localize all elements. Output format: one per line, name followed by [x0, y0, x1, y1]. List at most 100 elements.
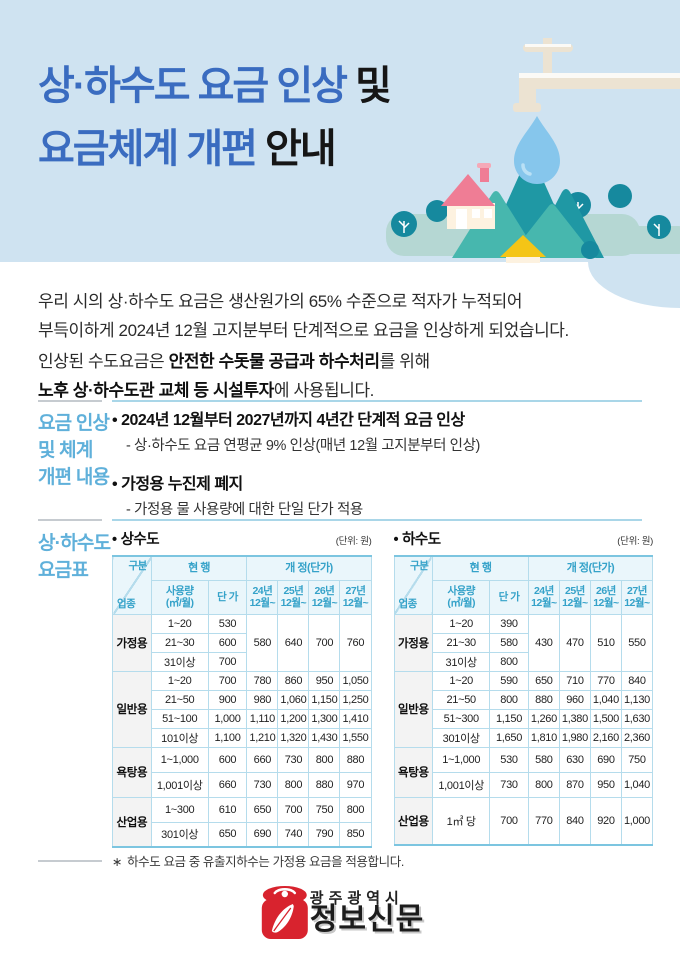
divider-blue-2: [112, 519, 642, 521]
corner-cell: 구분 업종: [393, 555, 434, 615]
fee-row: 301이상 1,650 1,810 1,980 2,160 2,360: [394, 727, 654, 748]
revised-price-cell: 880: [339, 746, 372, 773]
current-price-cell: 700: [207, 651, 248, 672]
revised-price-cell: 950: [308, 670, 341, 691]
revision-year-header: 27년 12월~: [620, 579, 654, 615]
usage-cell: 31이상: [432, 651, 491, 672]
revised-price-cell: 970: [339, 771, 372, 798]
revised-price-cell: 1,200: [277, 708, 310, 729]
revised-price-cell: 690: [246, 821, 279, 848]
water-table-title: 상수도: [120, 532, 160, 548]
revised-price-cell: 1,410: [339, 708, 372, 729]
revised-price-cell: 1,050: [339, 670, 372, 691]
revised-price-cell: 880: [527, 689, 560, 710]
reform-list: • 2024년 12월부터 2027년까지 4년간 단계적 요금 인상 - 상·하…: [112, 408, 647, 536]
title-plain-1: 및: [345, 64, 392, 108]
revised-price-cell: 950: [589, 771, 622, 798]
usage-cell: 301이상: [150, 821, 209, 848]
corner-top-label: 구분: [409, 560, 429, 572]
usage-cell: 51~300: [432, 708, 491, 729]
revision-year-header: 27년 12월~: [339, 579, 372, 615]
usage-cell: 21~50: [150, 689, 209, 710]
small-house-icon: [500, 235, 546, 263]
revised-price-cell: 1,430: [308, 727, 341, 748]
revision-year-header: 25년 12월~: [558, 579, 591, 615]
price-header: 단 가: [207, 579, 248, 615]
current-price-cell: 610: [207, 796, 248, 823]
category-cell: 욕탕용: [112, 746, 152, 798]
revised-price-cell: 1,380: [558, 708, 591, 729]
current-group-header: 현 행: [150, 555, 248, 581]
section-label-reform: 요금 인상 및 체계 개편 내용: [38, 413, 110, 488]
revised-price-cell: 1,980: [558, 727, 591, 748]
revised-price-cell: 1,300: [308, 708, 341, 729]
current-price-cell: 700: [489, 796, 529, 846]
current-price-cell: 600: [207, 746, 248, 773]
revised-price-cell: 790: [308, 821, 341, 848]
current-price-cell: 580: [489, 632, 529, 653]
fee-row: 101이상 1,100 1,210 1,320 1,430 1,550: [113, 727, 372, 748]
category-cell: 일반용: [112, 670, 152, 748]
usage-cell: 1~20: [432, 670, 491, 691]
publisher-logo-icon: [261, 886, 308, 939]
divider-gray-2: [38, 519, 102, 521]
current-price-cell: 530: [207, 613, 248, 634]
revised-price-cell: 800: [527, 771, 560, 798]
revised-price-cell: 750: [620, 746, 654, 773]
current-price-cell: 1,150: [489, 708, 529, 729]
publisher-logo: 광주광역시 정보신문: [256, 885, 424, 941]
revised-price-cell: 1,150: [308, 689, 341, 710]
fee-row: 51~300 1,150 1,260 1,380 1,500 1,630: [394, 708, 654, 729]
faucet-icon: [513, 38, 680, 112]
intro-paragraph-2: 인상된 수도요금은 안전한 수돗물 공급과 하수처리를 위해 노후 상·하수도관…: [38, 347, 430, 405]
page-title: 상·하수도 요금 인상 및 요금체계 개편 안내: [38, 55, 392, 181]
revised-price-cell: 1,810: [527, 727, 560, 748]
fee-row: 1,001이상 730 800 870 950 1,040: [394, 771, 654, 798]
fee-row: 산업용 1㎥ 당 700 770 840 920 1,000: [393, 796, 654, 846]
revised-price-cell: 1,060: [277, 689, 310, 710]
revised-price-cell: 770: [527, 796, 560, 846]
revised-price-cell: 960: [558, 689, 591, 710]
usage-cell: 1~1,000: [432, 746, 491, 773]
divider-gray-1: [38, 400, 102, 402]
fee-row: 산업용 1~300 610 650 700 750 800: [112, 796, 372, 848]
usage-cell: 1~20: [150, 670, 209, 691]
current-price-cell: 900: [207, 689, 248, 710]
revised-price-cell: 2,360: [620, 727, 654, 748]
revised-price-cell: 1,320: [277, 727, 310, 748]
current-price-cell: 660: [207, 771, 248, 798]
category-cell: 산업용: [393, 796, 434, 846]
fee-row: 욕탕용 1~1,000 530 580 630 690 750: [393, 746, 654, 798]
house-icon: [441, 163, 495, 229]
revised-price-cell: 920: [589, 796, 622, 846]
revised-price-cell: 1,210: [246, 727, 279, 748]
bullet-icon: •: [112, 476, 118, 493]
revision-year-header: 24년 12월~: [246, 579, 279, 615]
fee-row: 가정용 1~20 530 580 640 700 760: [112, 613, 372, 672]
fee-row: 21~30 600: [113, 632, 372, 653]
fee-row: 1,001이상 660 730 800 880 970: [113, 771, 372, 798]
current-price-cell: 800: [489, 651, 529, 672]
footnote-mark-icon: ∗: [112, 855, 123, 869]
current-price-cell: 650: [207, 821, 248, 848]
title-accent-1: 상·하수도 요금 인상: [38, 64, 348, 108]
intro-p2-line1: 인상된 수도요금은 안전한 수돗물 공급과 하수처리를 위해: [38, 352, 430, 371]
revised-price-cell: 630: [558, 746, 591, 773]
revised-price-cell: 650: [246, 796, 279, 823]
current-price-cell: 390: [489, 613, 529, 634]
revision-year-header: 26년 12월~: [589, 579, 622, 615]
intro-p1-line1: 우리 시의 상·하수도 요금은 생산원가의 65% 수준으로 적자가 누적되어: [38, 292, 523, 311]
revised-price-cell: 710: [558, 670, 591, 691]
usage-cell: 301이상: [432, 727, 491, 748]
revised-price-cell: 840: [558, 796, 591, 846]
revised-price-cell: 1,000: [620, 796, 654, 846]
revised-price-cell: 1,250: [339, 689, 372, 710]
current-price-cell: 1,100: [207, 727, 248, 748]
revised-price-cell: 1,130: [620, 689, 654, 710]
usage-cell: 1~20: [150, 613, 209, 634]
usage-cell: 1,001이상: [432, 771, 491, 798]
